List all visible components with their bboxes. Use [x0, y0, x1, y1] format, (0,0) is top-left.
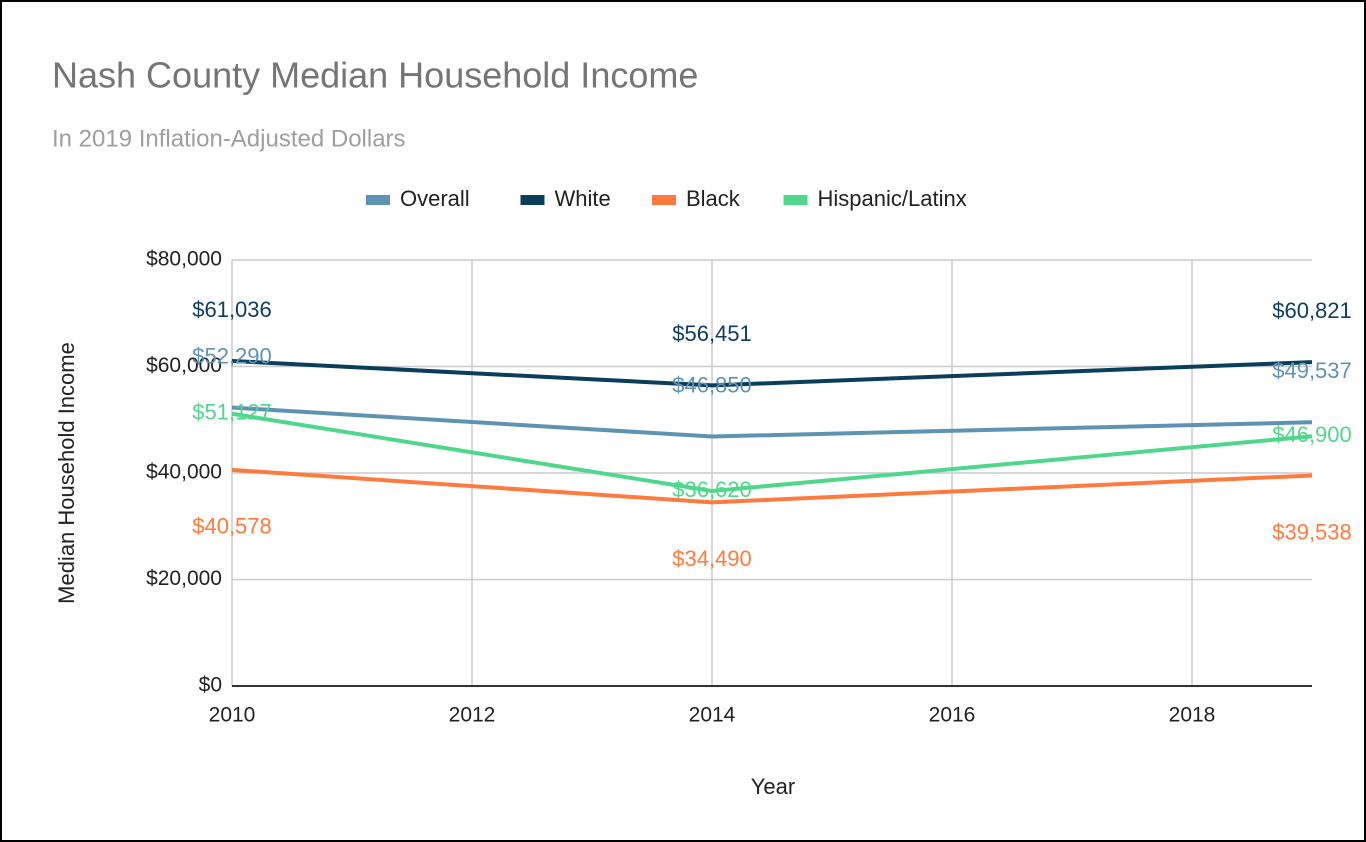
- series-line: [231, 405, 1313, 439]
- data-label: $40,578: [192, 514, 272, 539]
- data-label: $36,620: [672, 477, 752, 502]
- y-tick-label: $80,000: [146, 248, 222, 271]
- x-axis-label: Year: [751, 774, 795, 799]
- data-label: $49,537: [1272, 358, 1352, 383]
- data-label: $39,538: [1272, 519, 1352, 544]
- data-label: $52,290: [192, 343, 272, 368]
- legend-label: Overall: [400, 186, 470, 211]
- chart-title: Nash County Median Household Income: [52, 55, 698, 96]
- data-label: $34,490: [672, 546, 752, 571]
- chart-subtitle: In 2019 Inflation-Adjusted Dollars: [52, 125, 406, 152]
- legend-swatch: [783, 195, 808, 205]
- x-tick-label: 2018: [1169, 704, 1216, 727]
- legend-label: Hispanic/Latinx: [818, 186, 967, 211]
- x-tick-label: 2016: [929, 704, 976, 727]
- y-tick-label: $60,000: [146, 354, 222, 377]
- data-label: $61,036: [192, 297, 272, 322]
- x-tick-label: 2014: [689, 704, 736, 727]
- x-tick-label: 2010: [209, 704, 256, 727]
- y-axis-label: Median Household Income: [54, 342, 79, 604]
- legend-label: White: [555, 186, 611, 211]
- series-line: [231, 467, 1313, 505]
- y-tick-label: $20,000: [146, 567, 222, 590]
- y-tick-label: $0: [199, 674, 222, 697]
- legend-swatch: [652, 195, 676, 205]
- legend-swatch: [366, 195, 390, 205]
- legend-swatch: [520, 195, 545, 205]
- legend-label: Black: [686, 186, 741, 211]
- x-tick-label: 2012: [449, 704, 496, 727]
- series-line: [231, 411, 1313, 493]
- data-label: $60,821: [1272, 298, 1352, 323]
- y-tick-label: $40,000: [146, 461, 222, 484]
- data-label: $46,900: [1272, 422, 1352, 447]
- data-label: $56,451: [672, 321, 752, 346]
- data-label: $46,850: [672, 372, 752, 397]
- data-label: $51,127: [192, 400, 272, 425]
- series-line: [231, 358, 1313, 388]
